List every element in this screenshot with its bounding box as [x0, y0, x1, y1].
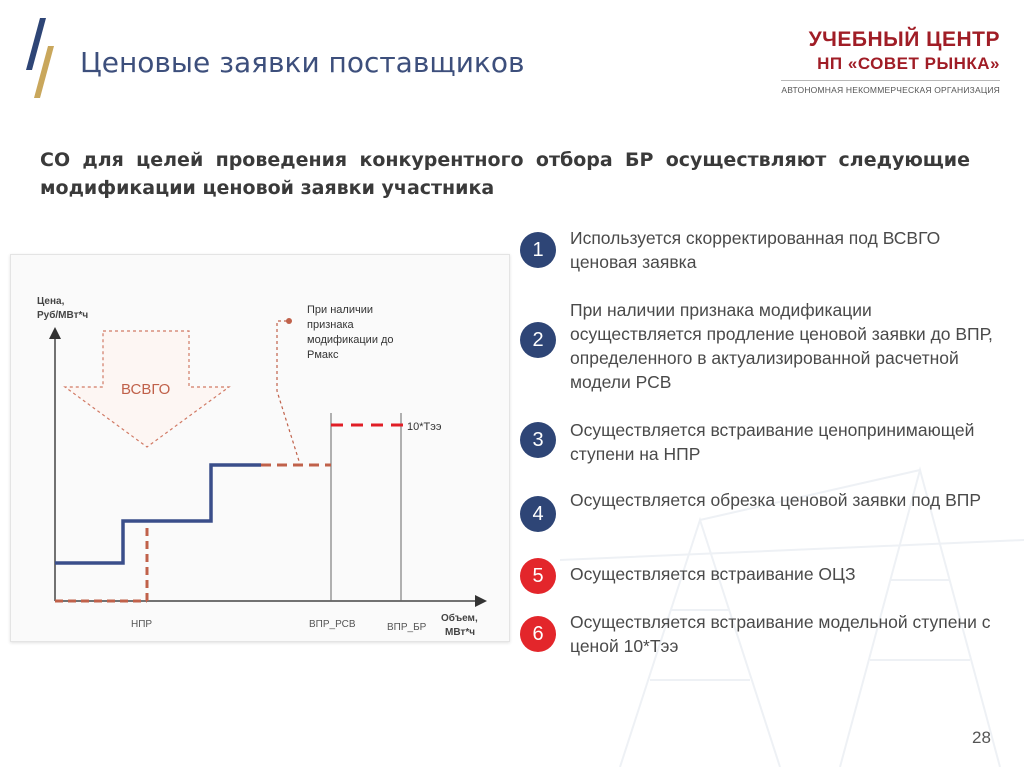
item-number-badge: 6 — [520, 616, 556, 652]
item-number-badge: 5 — [520, 558, 556, 594]
item-number-badge: 1 — [520, 232, 556, 268]
brand-line-2: НП «СОВЕТ РЫНКА» — [817, 54, 1000, 73]
item-text: Осуществляется встраивание модельной сту… — [570, 612, 991, 656]
brand-divider — [781, 80, 1000, 81]
diagram-panel: Цена, Руб/МВт*ч Объем, МВт*ч ВСВГО 10*Тэ… — [10, 254, 510, 642]
vsvgo-arrow — [63, 330, 231, 448]
item-text: Используется скорректированная под ВСВГО… — [570, 228, 941, 272]
brand-line-1: УЧЕБНЫЙ ЦЕНТР — [808, 28, 1000, 51]
item-text: При наличии признака модификации осущест… — [570, 300, 993, 392]
note-line-1: При наличии — [307, 304, 373, 316]
page-title: Ценовые заявки поставщиков — [80, 46, 525, 79]
item-text: Осуществляется встраивание ОЦЗ — [570, 564, 856, 584]
x-axis-label-1: Объем, — [441, 612, 478, 624]
item-number-badge: 4 — [520, 496, 556, 532]
bid-step-curve — [55, 463, 261, 565]
item-number-badge: 3 — [520, 422, 556, 458]
brand-logo: УЧЕБНЫЙ ЦЕНТР НП «СОВЕТ РЫНКА» АВТОНОМНА… — [781, 28, 1000, 95]
tick-vpr-br: ВПР_БР — [387, 622, 427, 633]
logo-mark-icon — [26, 18, 54, 98]
brand-line-3: АВТОНОМНАЯ НЕКОММЕРЧЕСКАЯ ОРГАНИЗАЦИЯ — [781, 85, 1000, 95]
supply-bid-diagram: Цена, Руб/МВт*ч Объем, МВт*ч ВСВГО 10*Тэ… — [37, 296, 487, 638]
note-line-3: модификации до — [307, 334, 394, 346]
item-text: Осуществляется обрезка ценовой заявки по… — [570, 490, 982, 510]
intro-text: СО для целей проведения конкурентного от… — [40, 149, 970, 199]
vsvgo-label: ВСВГО — [121, 381, 170, 398]
note-pointer — [276, 320, 300, 462]
note-line-4: Рмакс — [307, 349, 339, 361]
item-text: Осуществляется встраивание ценопринимающ… — [570, 420, 975, 464]
tick-npr: НПР — [131, 619, 152, 630]
x-axis-label-2: МВт*ч — [445, 627, 475, 638]
page-number: 28 — [972, 728, 991, 747]
price-label-10tee: 10*Тээ — [407, 421, 442, 433]
y-axis-label-1: Цена, — [37, 296, 65, 307]
note-bullet-icon — [286, 318, 292, 324]
npr-step-dashed — [55, 525, 149, 603]
tick-vpr-rsv: ВПР_РСВ — [309, 619, 356, 630]
note-line-2: признака — [307, 319, 355, 331]
item-number-badge: 2 — [520, 322, 556, 358]
y-axis-label-2: Руб/МВт*ч — [37, 309, 88, 321]
